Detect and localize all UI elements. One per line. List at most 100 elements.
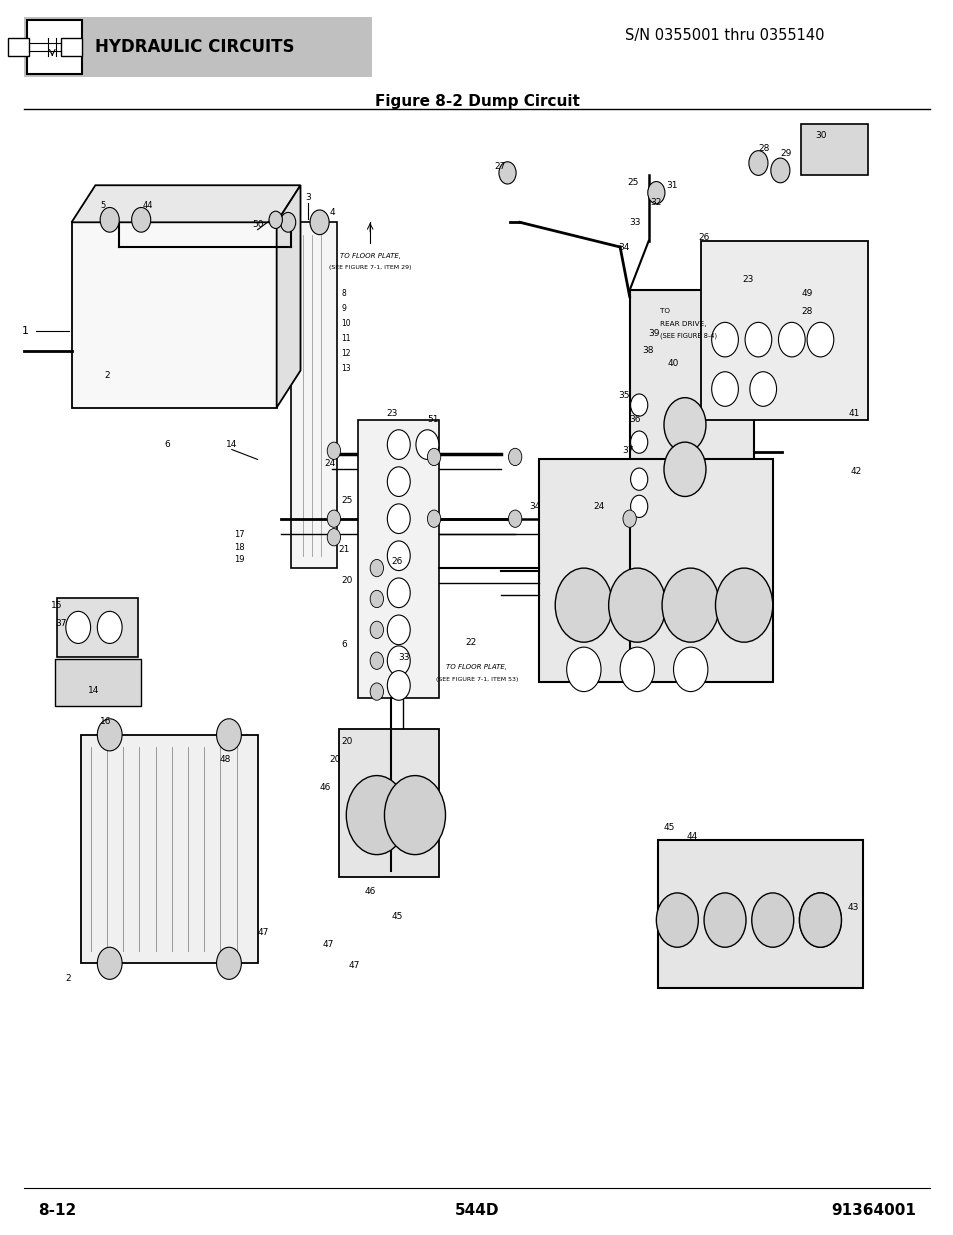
Circle shape	[619, 647, 654, 692]
Text: S/N 0355001 thru 0355140: S/N 0355001 thru 0355140	[624, 27, 823, 43]
Circle shape	[327, 529, 340, 546]
Circle shape	[387, 578, 410, 608]
Text: 16: 16	[100, 716, 112, 726]
Text: 18: 18	[233, 542, 244, 552]
Circle shape	[370, 652, 383, 669]
Text: 41: 41	[848, 409, 860, 419]
Circle shape	[799, 893, 841, 947]
Bar	[27, 20, 82, 74]
Polygon shape	[71, 185, 300, 222]
Circle shape	[416, 430, 438, 459]
Circle shape	[663, 442, 705, 496]
Circle shape	[608, 568, 665, 642]
Text: 2: 2	[65, 973, 71, 983]
Circle shape	[370, 621, 383, 638]
Circle shape	[630, 394, 647, 416]
Bar	[338, 729, 438, 877]
Text: 45: 45	[391, 911, 402, 921]
Text: TO: TO	[659, 309, 669, 314]
Text: 30: 30	[815, 131, 826, 141]
Circle shape	[711, 322, 738, 357]
Bar	[9, 38, 30, 56]
Text: 20: 20	[329, 755, 340, 764]
Bar	[57, 598, 138, 657]
Text: 26: 26	[391, 557, 402, 567]
Text: 49: 49	[801, 289, 812, 299]
Text: (SEE FIGURE 7-1, ITEM 53): (SEE FIGURE 7-1, ITEM 53)	[436, 677, 517, 682]
Text: 51: 51	[427, 415, 438, 425]
Circle shape	[715, 568, 772, 642]
Circle shape	[387, 467, 410, 496]
Text: TO FLOOR PLATE,: TO FLOOR PLATE,	[446, 664, 507, 669]
Circle shape	[132, 207, 151, 232]
Text: 31: 31	[665, 180, 677, 190]
Circle shape	[269, 211, 282, 228]
Circle shape	[66, 611, 91, 643]
Bar	[629, 290, 753, 519]
Circle shape	[555, 568, 612, 642]
Text: 29: 29	[780, 148, 791, 158]
Circle shape	[387, 504, 410, 534]
Circle shape	[744, 322, 771, 357]
Circle shape	[97, 611, 122, 643]
Text: Figure 8-2 Dump Circuit: Figure 8-2 Dump Circuit	[375, 94, 578, 109]
Text: 12: 12	[341, 348, 351, 358]
Circle shape	[663, 398, 705, 452]
Text: 43: 43	[846, 903, 858, 913]
Text: 4: 4	[329, 207, 335, 217]
Circle shape	[370, 683, 383, 700]
Text: 34: 34	[618, 242, 629, 252]
Circle shape	[656, 893, 698, 947]
Circle shape	[387, 646, 410, 676]
Circle shape	[387, 615, 410, 645]
Circle shape	[97, 719, 122, 751]
Text: 33: 33	[398, 652, 410, 662]
Text: 28: 28	[801, 306, 812, 316]
Text: 26: 26	[698, 232, 709, 242]
Text: 14: 14	[226, 440, 237, 450]
Text: TO FLOOR PLATE,: TO FLOOR PLATE,	[339, 253, 400, 258]
Bar	[71, 222, 276, 408]
Bar	[81, 735, 257, 963]
Text: 40: 40	[667, 358, 679, 368]
Circle shape	[280, 212, 295, 232]
Text: 14: 14	[88, 685, 99, 695]
Text: 46: 46	[319, 783, 331, 793]
Text: 46: 46	[364, 887, 375, 897]
Text: 22: 22	[465, 637, 476, 647]
Bar	[24, 17, 372, 77]
Text: 33: 33	[629, 217, 640, 227]
Circle shape	[327, 442, 340, 459]
Circle shape	[630, 431, 647, 453]
Circle shape	[508, 448, 521, 466]
Circle shape	[748, 151, 767, 175]
Text: (SEE FIGURE 7-1, ITEM 29): (SEE FIGURE 7-1, ITEM 29)	[329, 266, 411, 270]
Circle shape	[97, 947, 122, 979]
Bar	[538, 459, 772, 682]
Text: 27: 27	[494, 162, 505, 172]
Text: REAR DRIVE,: REAR DRIVE,	[659, 321, 706, 326]
Bar	[291, 222, 336, 568]
Text: 47: 47	[257, 927, 269, 937]
Text: 15: 15	[51, 600, 62, 610]
Circle shape	[703, 893, 745, 947]
Text: 37: 37	[621, 446, 633, 456]
Bar	[658, 840, 862, 988]
Circle shape	[622, 510, 636, 527]
Text: 50: 50	[252, 220, 263, 230]
Text: 47: 47	[348, 961, 359, 971]
Text: 38: 38	[641, 346, 653, 356]
Circle shape	[370, 590, 383, 608]
Circle shape	[310, 210, 329, 235]
Text: 47: 47	[322, 940, 334, 950]
Circle shape	[799, 893, 841, 947]
Circle shape	[346, 776, 407, 855]
Circle shape	[100, 207, 119, 232]
Text: 44: 44	[686, 831, 698, 841]
Circle shape	[711, 372, 738, 406]
Circle shape	[806, 322, 833, 357]
Bar	[357, 420, 438, 698]
Circle shape	[498, 162, 516, 184]
Text: 25: 25	[627, 178, 639, 188]
Text: 25: 25	[341, 495, 353, 505]
